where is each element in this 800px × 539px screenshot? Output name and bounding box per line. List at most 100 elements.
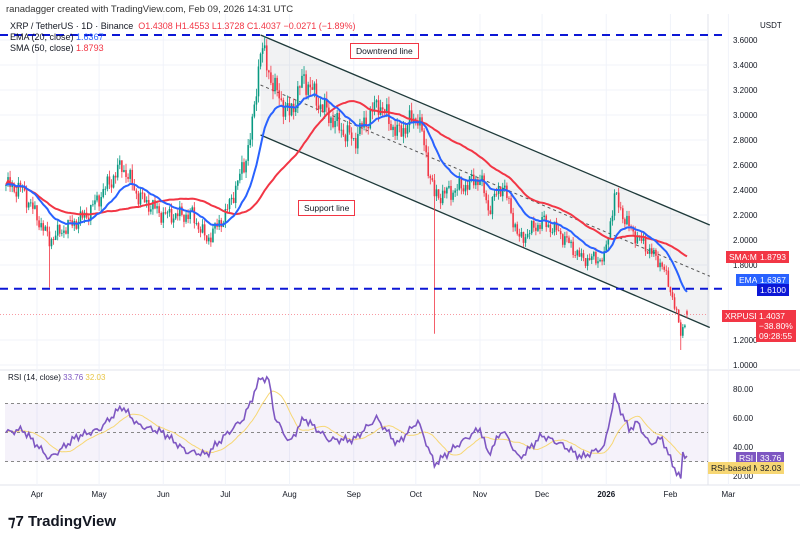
candle-body bbox=[150, 209, 152, 212]
candle-body bbox=[228, 199, 231, 210]
candle-body bbox=[305, 74, 307, 95]
candle-body bbox=[5, 185, 7, 186]
candle-body bbox=[214, 223, 216, 229]
candle-body bbox=[686, 311, 688, 315]
candle-body bbox=[342, 129, 345, 136]
candle-body bbox=[557, 230, 560, 232]
candle-body bbox=[441, 190, 444, 204]
candle-body bbox=[247, 145, 249, 161]
candle-body bbox=[259, 53, 262, 67]
price-tag: 1.4037 −38.80% 09:28:55 bbox=[756, 310, 796, 342]
time-tick: Oct bbox=[410, 490, 423, 499]
candle-body bbox=[272, 82, 274, 92]
candle-body bbox=[96, 195, 98, 201]
candle-body bbox=[564, 236, 566, 245]
candle-body bbox=[669, 286, 672, 293]
candle-body bbox=[87, 217, 90, 221]
candle-body bbox=[303, 74, 305, 76]
candle-body bbox=[156, 206, 158, 209]
candle-body bbox=[640, 235, 643, 241]
candle-body bbox=[265, 45, 268, 71]
candle-body bbox=[512, 212, 514, 228]
candle-body bbox=[495, 193, 498, 195]
candle-body bbox=[425, 145, 427, 153]
candle-body bbox=[526, 234, 529, 238]
candle-body bbox=[400, 125, 403, 137]
legend-sma[interactable]: SMA (50, close) 1.8793 bbox=[10, 43, 104, 53]
candle-body bbox=[506, 185, 508, 198]
candle-body bbox=[377, 100, 380, 115]
candle-body bbox=[522, 232, 525, 243]
candle-body bbox=[553, 221, 556, 233]
candle-body bbox=[375, 100, 378, 103]
legend-rsi[interactable]: RSI (14, close) 33.76 32.03 bbox=[8, 373, 106, 382]
candle-body bbox=[332, 117, 334, 128]
candle-body bbox=[44, 226, 47, 231]
candle-body bbox=[609, 221, 612, 238]
candle-body bbox=[626, 215, 628, 225]
tradingview-logo[interactable]: ⁊7 TradingView bbox=[8, 513, 117, 530]
candle-body bbox=[650, 248, 653, 255]
candle-body bbox=[340, 129, 343, 131]
candle-body bbox=[475, 179, 477, 186]
candle-body bbox=[628, 215, 630, 227]
candle-body bbox=[657, 255, 659, 268]
candle-body bbox=[226, 208, 229, 210]
candle-body bbox=[555, 221, 558, 231]
candle-body bbox=[642, 238, 645, 241]
candle-body bbox=[255, 96, 258, 105]
support-line bbox=[260, 134, 711, 329]
candle-body bbox=[559, 231, 562, 235]
candle-body bbox=[326, 99, 328, 108]
candle-body bbox=[677, 309, 680, 323]
price-tick: 3.2000 bbox=[733, 86, 758, 95]
candle-body bbox=[224, 208, 227, 223]
candle-body bbox=[524, 237, 527, 243]
candle-body bbox=[518, 233, 521, 237]
candle-body bbox=[319, 104, 322, 110]
candle-body bbox=[212, 228, 214, 243]
candle-body bbox=[34, 205, 36, 209]
candle-body bbox=[595, 251, 597, 264]
candle-body bbox=[257, 66, 260, 97]
candle-body bbox=[29, 202, 32, 204]
legend-ema[interactable]: EMA (20, close) 1.6367 bbox=[10, 32, 104, 42]
candle-body bbox=[659, 262, 661, 268]
candle-body bbox=[381, 107, 384, 110]
candle-body bbox=[334, 121, 336, 128]
candle-body bbox=[50, 239, 53, 247]
candle-body bbox=[541, 217, 543, 229]
candle-body bbox=[139, 192, 142, 205]
candle-body bbox=[431, 178, 434, 181]
candle-body bbox=[489, 210, 492, 215]
candle-body bbox=[284, 105, 287, 117]
candle-body bbox=[537, 224, 539, 231]
candle-body bbox=[348, 125, 351, 133]
candle-body bbox=[367, 126, 369, 129]
price-tick: 2.0000 bbox=[733, 236, 758, 245]
candle-body bbox=[205, 235, 208, 242]
candle-body bbox=[123, 170, 125, 172]
time-tick: Mar bbox=[721, 490, 735, 499]
candle-body bbox=[183, 214, 185, 222]
candle-body bbox=[427, 152, 430, 177]
candle-body bbox=[102, 189, 105, 198]
price-tick: 2.4000 bbox=[733, 186, 758, 195]
candle-body bbox=[176, 213, 179, 217]
candle-body bbox=[388, 104, 390, 124]
price-tick: 3.4000 bbox=[733, 61, 758, 70]
support-annotation[interactable]: Support line bbox=[298, 200, 356, 216]
candle-body bbox=[170, 208, 173, 223]
candle-body bbox=[487, 200, 490, 211]
candle-body bbox=[199, 229, 202, 233]
candle-body bbox=[446, 187, 448, 194]
candle-body bbox=[92, 204, 94, 206]
candle-body bbox=[570, 241, 572, 244]
candle-body bbox=[36, 205, 38, 221]
downtrend-annotation[interactable]: Downtrend line bbox=[350, 43, 419, 59]
candle-body bbox=[549, 224, 552, 233]
candle-body bbox=[164, 212, 167, 214]
candle-body bbox=[297, 86, 299, 109]
candle-body bbox=[485, 193, 487, 201]
